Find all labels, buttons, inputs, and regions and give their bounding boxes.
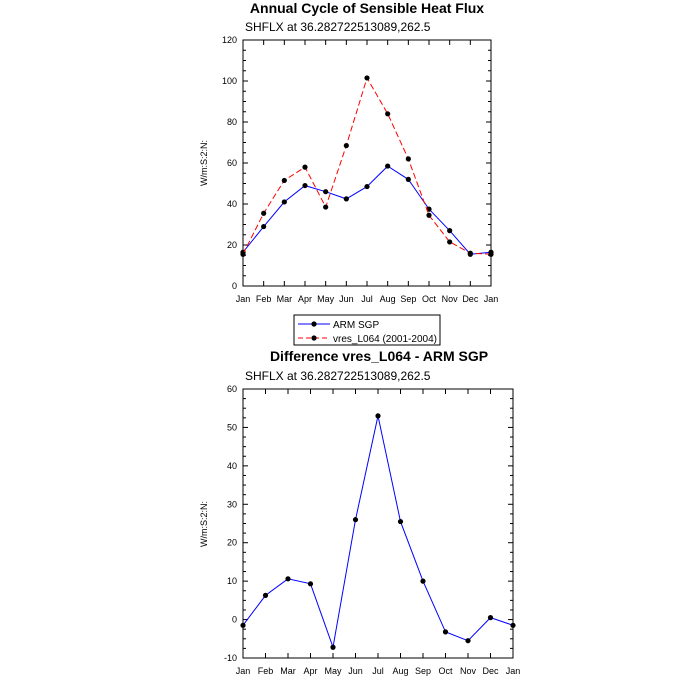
chart-1-series-2-point (447, 239, 453, 245)
chart-1-series-2-point (323, 204, 329, 210)
chart-1-title: Annual Cycle of Sensible Heat Flux (250, 0, 484, 16)
chart-1-series-2-point (426, 212, 432, 218)
chart-1-legend: ARM SGP vres_L064 (2001-2004) (293, 314, 441, 346)
chart-1-ytick-label: 40 (227, 199, 237, 209)
chart-1-plot: 0 20 40 60 80 100 120 Jan Feb Mar Apr May Jun Jul Aug S… (222, 35, 498, 304)
chart-1-series-1-point (261, 223, 267, 230)
chart-2-xtick-label: May (324, 666, 342, 676)
chart-2-series-1-point (330, 644, 336, 650)
chart-1-ytick-label: 60 (227, 158, 237, 168)
chart-1-xtick-label: Feb (256, 294, 272, 304)
chart-2-xtick-label: Feb (258, 666, 274, 676)
chart-2-series-1-point (307, 581, 314, 587)
chart-2-subtitle: SHFLX at 36.282722513089,262.5 (245, 369, 431, 383)
chart-2-series-1-point (420, 578, 426, 584)
legend-label-vres: vres_L064 (2001-2004) (333, 334, 437, 345)
chart-1-series-1-point (385, 163, 391, 169)
chart-1-series-1-point (302, 182, 308, 189)
chart-2-ytick-label: 0 (232, 615, 237, 625)
chart-1-series-2-point (281, 177, 287, 184)
chart-2-series-1-point (262, 592, 269, 598)
chart-2-xtick-label: Jan (506, 666, 521, 676)
chart-1-series-2-point (364, 75, 370, 81)
chart-2-ylabel: W/m:S:2:N: (199, 501, 209, 547)
legend-marker-arm (311, 321, 317, 327)
chart-2-ytick-label: 30 (227, 499, 237, 509)
chart-2-xtick-label: Mar (280, 666, 296, 676)
chart-2-ytick-label: 60 (227, 384, 237, 394)
chart-1-xtick-label: Sep (400, 294, 416, 304)
chart-1-xtick-label: Jan (236, 294, 251, 304)
chart-1-series-2-point (302, 164, 308, 170)
chart-2-xtick-label: Aug (392, 666, 408, 676)
chart-2-series-1-point (510, 622, 516, 628)
chart-2-ytick-label: -10 (224, 653, 237, 663)
chart-2-ytick-label: 40 (227, 461, 237, 471)
chart-1-xtick-label: Mar (277, 294, 293, 304)
chart-2-xtick-label: Apr (303, 666, 317, 676)
chart-1-series-1-point (343, 196, 349, 202)
chart-1-xtick-label: May (317, 294, 335, 304)
legend-marker-vres (311, 335, 317, 341)
chart-2-xtick-label: Dec (482, 666, 499, 676)
chart-1-xtick-label: Dec (462, 294, 479, 304)
chart-2-xtick-label: Jan (236, 666, 251, 676)
chart-1-series-1-point (405, 176, 411, 182)
chart-1-xtick-label: Apr (298, 294, 312, 304)
chart-1-series-2-point (261, 210, 267, 216)
chart-2-series-1-point (375, 413, 381, 419)
chart-2-series-1-point (442, 629, 449, 635)
chart-1-ytick-label: 0 (232, 281, 237, 291)
chart-1-xtick-label: Jul (361, 294, 373, 304)
chart-2-series-1-point (465, 638, 471, 644)
chart-1-series-2-point (405, 156, 411, 162)
chart-2-xtick-label: Nov (460, 666, 477, 676)
chart-1-ytick-label: 100 (222, 76, 237, 86)
chart-1-ylabel: W/m:S:2:N: (199, 140, 209, 186)
chart-2-ytick-label: 50 (227, 422, 237, 432)
chart-2-series-1-point (397, 518, 404, 525)
legend-label-arm: ARM SGP (333, 320, 379, 331)
chart-1-series-2-point (488, 251, 494, 257)
chart-2-xtick-label: Oct (438, 666, 453, 676)
chart-2-xtick-label: Sep (415, 666, 431, 676)
chart-1-series-1-point (323, 189, 329, 195)
chart-1-series-1-point (364, 183, 370, 190)
chart-1-ytick-label: 120 (222, 35, 237, 45)
chart-2-xtick-label: Jul (372, 666, 384, 676)
chart-1-series-2-point (343, 142, 349, 149)
chart-1-series-2-point (385, 111, 391, 117)
chart-1-xtick-label: Oct (422, 294, 437, 304)
chart-1-series-1-point (281, 199, 287, 205)
chart-1-subtitle: SHFLX at 36.282722513089,262.5 (245, 20, 431, 34)
chart-2-series-1-point (487, 615, 494, 621)
chart-2-plot: -10 0 10 20 30 40 50 60 Jan Feb Mar Apr May Jun Jul Aug… (224, 384, 520, 676)
chart-2-series-1-point (352, 517, 359, 523)
chart-2-ytick-label: 10 (227, 576, 237, 586)
chart-1-xtick-label: Jan (484, 294, 499, 304)
chart-2-title: Difference vres_L064 - ARM SGP (270, 348, 488, 364)
chart-1-xtick-label: Aug (380, 294, 396, 304)
chart-2-xtick-label: Jun (348, 666, 363, 676)
chart-1-ytick-label: 80 (227, 117, 237, 127)
chart-1-ytick-label: 20 (227, 240, 237, 250)
chart-1-series-2-point (467, 250, 473, 256)
legend-box (293, 314, 441, 346)
chart-1-xtick-label: Nov (442, 294, 459, 304)
chart-1-series-2-point (240, 251, 246, 257)
chart-2-series-1-point (240, 622, 246, 628)
chart-1-series-1-point (447, 228, 453, 234)
chart-2-ytick-label: 20 (227, 538, 237, 548)
chart-2-series-1-point (285, 576, 291, 582)
chart-1-xtick-label: Jun (339, 294, 354, 304)
